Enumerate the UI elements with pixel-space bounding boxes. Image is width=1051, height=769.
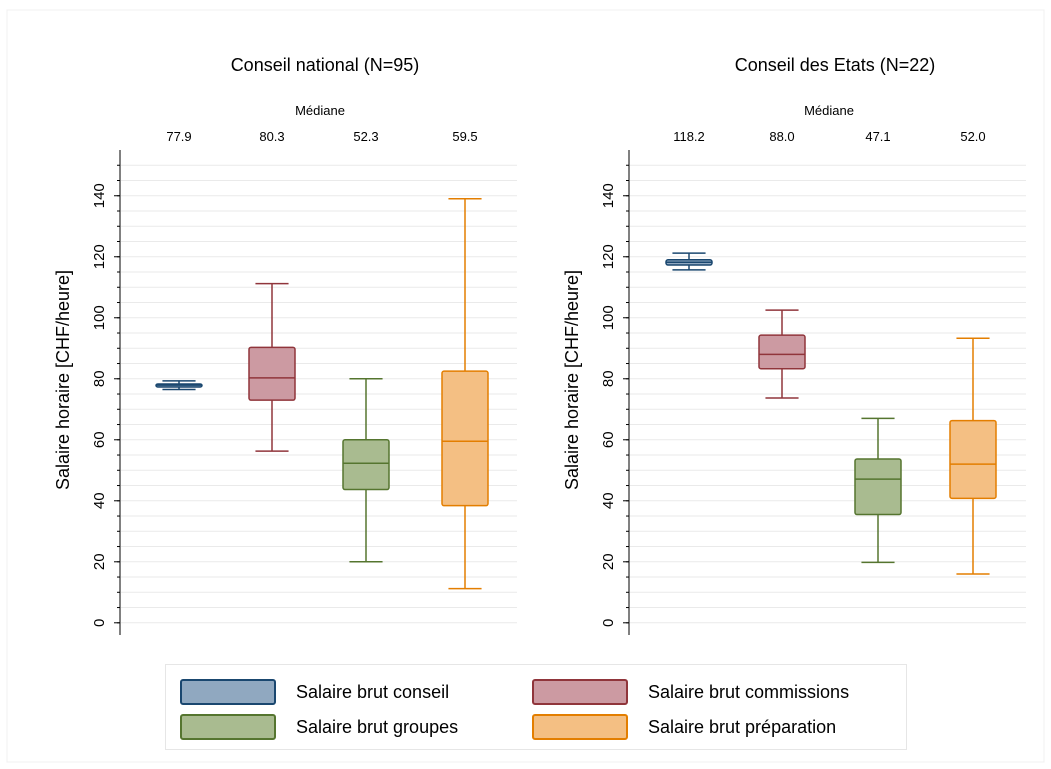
legend-swatch (532, 679, 628, 705)
y-tick-label: 60 (600, 431, 617, 448)
median-header: Médiane (295, 103, 345, 118)
median-value-label: 47.1 (865, 129, 890, 144)
y-tick-label: 140 (600, 183, 617, 208)
box (342, 439, 390, 491)
panel-conseil-des-etats: Conseil des Etats (N=22) Médiane 0 20 40 60… (562, 55, 1026, 635)
median-value-label: 59.5 (452, 129, 477, 144)
median-value-label: 52.0 (960, 129, 985, 144)
box (854, 458, 902, 516)
median-value-label: 77.9 (166, 129, 191, 144)
box (758, 334, 806, 370)
y-tick-label: 60 (91, 431, 108, 448)
y-tick-label: 0 (600, 619, 617, 627)
y-tick-label: 0 (91, 619, 108, 627)
legend-label: Salaire brut commissions (648, 681, 850, 702)
legend-swatch (180, 679, 276, 705)
median-value-label: 88.0 (769, 129, 794, 144)
box (949, 419, 997, 500)
y-tick-label: 80 (91, 370, 108, 387)
legend-item-groupes: Salaire brut groupes (180, 712, 458, 742)
y-tick-label: 120 (91, 244, 108, 269)
legend-label: Salaire brut groupes (296, 716, 459, 737)
plot-area: 0 20 40 60 80 100 120 140 118.2 88.0 47.1 52.0 (600, 129, 1026, 635)
figure-border (6, 9, 1045, 763)
y-tick-label: 100 (91, 305, 108, 330)
legend-item-commissions: Salaire brut commissions (532, 677, 849, 707)
y-tick-label: 20 (91, 553, 108, 570)
panel-title: Conseil des Etats (N=22) (735, 55, 936, 75)
y-tick-label: 20 (600, 553, 617, 570)
legend-item-preparation: Salaire brut préparation (532, 712, 836, 742)
panel-title: Conseil national (N=95) (231, 55, 420, 75)
box (441, 370, 489, 507)
legend: Salaire brut conseil Salaire brut commis… (165, 664, 907, 750)
y-tick-label: 80 (600, 370, 617, 387)
y-tick-label: 140 (91, 183, 108, 208)
median-value-label: 118.2 (673, 129, 705, 144)
y-tick-label: 40 (91, 492, 108, 509)
median-header: Médiane (804, 103, 854, 118)
median-value-label: 80.3 (259, 129, 284, 144)
y-axis-label: Salaire horaire [CHF/heure] (562, 270, 582, 490)
legend-swatch (180, 714, 276, 740)
legend-label: Salaire brut conseil (296, 681, 450, 702)
box (248, 346, 296, 401)
median-value-label: 52.3 (353, 129, 378, 144)
plot-area: 0 20 40 60 80 100 120 140 77.9 80.3 52.3 59.5 (91, 129, 517, 635)
legend-swatch (532, 714, 628, 740)
y-tick-label: 120 (600, 244, 617, 269)
y-axis-label: Salaire horaire [CHF/heure] (53, 270, 73, 490)
legend-item-conseil: Salaire brut conseil (180, 677, 449, 707)
panel-conseil-national: Conseil national (N=95) Médiane 0 20 40 60 8… (53, 55, 517, 635)
y-tick-label: 40 (600, 492, 617, 509)
y-tick-label: 100 (600, 305, 617, 330)
legend-label: Salaire brut préparation (648, 716, 837, 737)
